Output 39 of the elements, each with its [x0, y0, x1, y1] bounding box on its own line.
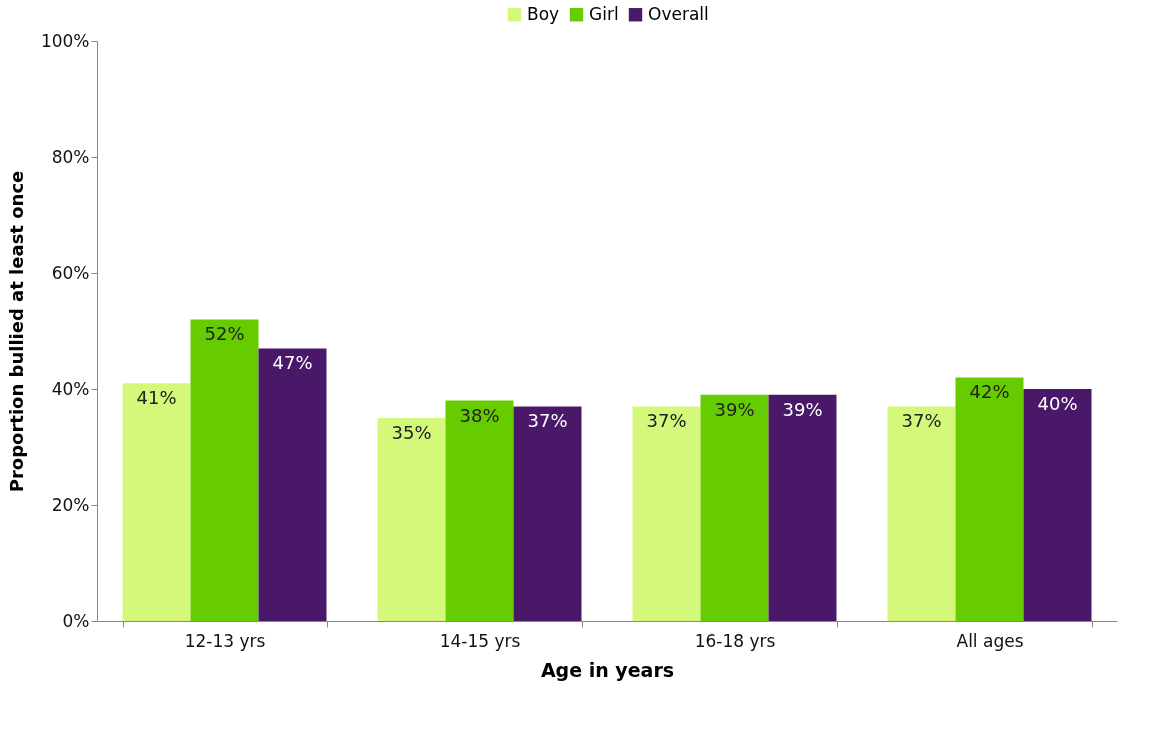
y-tick-label: 40%	[51, 378, 90, 399]
x-tick-label: 16-18 yrs	[694, 630, 776, 651]
data-label: 39%	[714, 398, 755, 420]
legend-label: Girl	[589, 3, 619, 24]
bar	[377, 418, 446, 621]
x-axis-title: Age in years	[540, 658, 675, 681]
y-tick-label: 100%	[40, 30, 90, 51]
legend-label: Boy	[527, 3, 560, 24]
bar	[513, 406, 582, 621]
bar	[632, 406, 701, 621]
data-label: 47%	[272, 352, 313, 374]
data-label: 37%	[901, 410, 942, 432]
bar	[1023, 389, 1092, 621]
y-tick-label: 80%	[51, 146, 90, 167]
y-tick-label: 0%	[62, 610, 90, 631]
x-tick-label: All ages	[956, 630, 1024, 651]
data-label: 35%	[391, 422, 432, 443]
data-label: 52%	[204, 323, 245, 345]
y-axis-title: Proportion bullied at least once	[5, 170, 27, 493]
y-tick-label: 20%	[51, 494, 90, 515]
legend-label: Overall	[648, 3, 709, 24]
data-label: 41%	[136, 387, 177, 409]
data-label: 38%	[459, 404, 500, 426]
bar	[955, 377, 1024, 621]
bar	[122, 383, 191, 621]
bar	[768, 394, 837, 621]
data-label: 39%	[782, 398, 823, 420]
bar	[190, 319, 259, 621]
bar	[445, 400, 514, 621]
x-tick-label: 12-13 yrs	[184, 630, 266, 651]
bar	[887, 406, 956, 621]
y-tick-label: 60%	[51, 262, 90, 283]
data-label: 42%	[969, 381, 1010, 403]
bar	[258, 348, 327, 621]
x-tick-label: 14-15 yrs	[439, 630, 521, 651]
data-label: 37%	[646, 410, 687, 432]
bar	[700, 394, 769, 621]
data-label: 40%	[1037, 393, 1078, 414]
data-label: 37%	[527, 410, 568, 432]
